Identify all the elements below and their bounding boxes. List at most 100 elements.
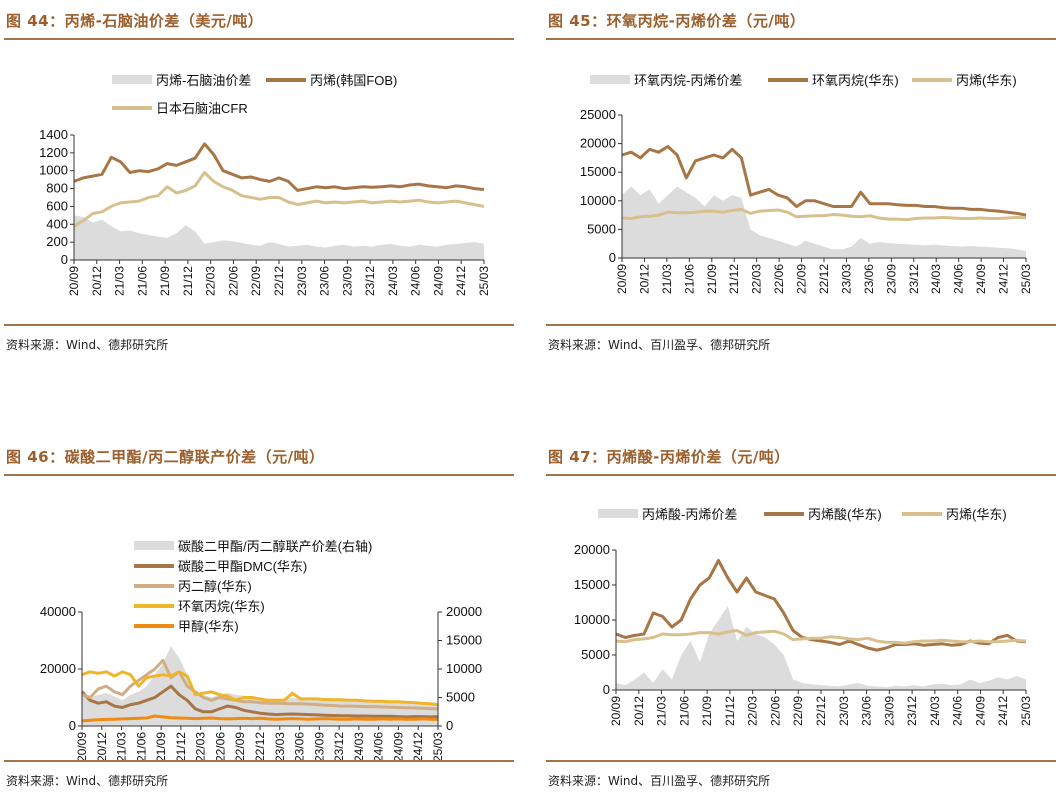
- series-line-2: [81, 658, 439, 711]
- title-rule: [546, 38, 1056, 40]
- x-tick-label: 24/03: [929, 264, 943, 294]
- x-tick-label: 23/09: [312, 732, 326, 762]
- x-tick-label: 22/12: [272, 266, 286, 296]
- x-tick-label: 21/03: [660, 264, 674, 294]
- x-tick-label: 23/03: [295, 266, 309, 296]
- x-tick-label: 22/09: [795, 264, 809, 294]
- x-tick-label: 20/09: [615, 264, 629, 294]
- x-tick-label: 25/03: [431, 732, 445, 762]
- x-tick-label: 24/09: [973, 696, 987, 726]
- chart-title: 图 46：碳酸二甲酯/丙二醇联产价差（元/吨）: [6, 448, 325, 466]
- title-rule: [4, 474, 514, 476]
- x-tick-label: 24/09: [974, 264, 988, 294]
- x-tick-label: 20/09: [75, 732, 89, 762]
- legend-label: 日本石脑油CFR: [156, 101, 248, 116]
- y-tick-label: 40000: [40, 604, 76, 619]
- y-tick-label: 15000: [580, 164, 616, 179]
- series-line-4: [81, 714, 439, 723]
- title-rule: [546, 474, 1056, 476]
- x-tick-label: 20/12: [637, 264, 651, 294]
- legend-label: 碳酸二甲酯DMC(华东): [178, 559, 307, 574]
- x-tick-label: 21/09: [705, 264, 719, 294]
- y-tick-label: 10000: [580, 193, 616, 208]
- y-tick-label-right: 20000: [446, 604, 482, 619]
- series-area-0: [616, 606, 1026, 690]
- x-tick-label: 23/09: [884, 264, 898, 294]
- source-rule: [4, 324, 514, 326]
- x-tick-label: 23/06: [318, 266, 332, 296]
- x-tick-label: 21/03: [655, 696, 669, 726]
- x-tick-label: 22/03: [204, 266, 218, 296]
- source-rule: [4, 760, 514, 762]
- series-line-3: [81, 670, 439, 707]
- chart-title: 图 45：环氧丙烷-丙烯价差（元/吨）: [548, 12, 806, 30]
- x-tick-label: 23/03: [273, 732, 287, 762]
- y-tick-label: 400: [46, 216, 68, 231]
- y-tick-label: 1000: [39, 163, 68, 178]
- x-tick-label: 25/03: [1019, 264, 1033, 294]
- y-tick-label: 10000: [574, 612, 610, 627]
- x-tick-label: 25/03: [477, 266, 491, 296]
- legend-label: 环氧丙烷-丙烯价差: [634, 73, 742, 88]
- x-tick-label: 24/06: [409, 266, 423, 296]
- y-tick-label-right: 5000: [446, 690, 475, 705]
- x-tick-label: 22/09: [233, 732, 247, 762]
- legend-label: 环氧丙烷(华东): [812, 73, 899, 88]
- chart-45-plot: 0 5000 10000 15000 20000 25000 20/09 20/12 21/03…: [580, 73, 1033, 294]
- x-tick-label: 21/03: [113, 266, 127, 296]
- y-tick-label: 1400: [39, 127, 68, 142]
- y-tick-label: 800: [46, 181, 68, 196]
- chart-panel-44: 图 44：丙烯-石脑油价差（美元/吨） 0 200 400 600 800 1000 120…: [4, 4, 514, 374]
- legend-label: 丙烯(华东): [946, 507, 1007, 522]
- legend-label: 环氧丙烷(华东): [178, 599, 265, 614]
- chart-44-plot: 0 200 400 600 800 1000 1200 1400 20/09 20/12 21/03…: [39, 73, 491, 296]
- y-tick-label: 0: [603, 682, 610, 697]
- x-tick-label: 24/09: [391, 732, 405, 762]
- series-line-1: [73, 142, 485, 192]
- chart-panel-46: 图 46：碳酸二甲酯/丙二醇联产价差（元/吨） 0 20000 40000 0 5000…: [4, 440, 514, 810]
- x-tick-label: 21/12: [181, 266, 195, 296]
- source-rule: [546, 324, 1056, 326]
- x-tick-label: 24/06: [952, 264, 966, 294]
- x-tick-label: 24/06: [372, 732, 386, 762]
- legend-swatch: [590, 75, 630, 84]
- x-tick-label: 20/12: [95, 732, 109, 762]
- x-tick-label: 23/09: [340, 266, 354, 296]
- x-tick-label: 24/12: [454, 266, 468, 296]
- y-tick-label: 0: [69, 718, 76, 733]
- legend-label: 丙烯-石脑油价差: [156, 73, 251, 88]
- x-tick-label: 21/06: [682, 264, 696, 294]
- x-tick-label: 22/03: [746, 696, 760, 726]
- y-tick-label: 200: [46, 234, 68, 249]
- x-tick-label: 23/03: [839, 264, 853, 294]
- series-line-1: [80, 684, 439, 719]
- chart-source: 资料来源：Wind、德邦研究所: [6, 774, 169, 788]
- y-tick-label: 0: [61, 252, 68, 267]
- x-tick-label: 22/06: [226, 266, 240, 296]
- x-tick-label: 20/12: [90, 266, 104, 296]
- x-tick-label: 21/09: [154, 732, 168, 762]
- source-rule: [546, 760, 1056, 762]
- x-tick-label: 20/09: [609, 696, 623, 726]
- y-tick-label: 20000: [40, 661, 76, 676]
- y-tick-label-right: 0: [446, 718, 453, 733]
- y-tick-label-right: 10000: [446, 661, 482, 676]
- y-tick-label: 0: [609, 250, 616, 265]
- series-line-1: [621, 145, 1027, 217]
- x-tick-label: 22/09: [791, 696, 805, 726]
- legend-label: 丙二醇(华东): [178, 579, 252, 594]
- series-line-2: [621, 207, 1027, 222]
- x-tick-label: 22/03: [750, 264, 764, 294]
- x-tick-label: 20/12: [632, 696, 646, 726]
- legend-swatch: [112, 75, 152, 84]
- y-tick-label: 15000: [574, 577, 610, 592]
- y-tick-label: 20000: [580, 136, 616, 151]
- legend-swatch: [598, 509, 638, 518]
- x-tick-label: 21/09: [158, 266, 172, 296]
- chart-panel-45: 图 45：环氧丙烷-丙烯价差（元/吨） 0 5000 10000 15000 20000…: [546, 4, 1056, 374]
- x-tick-label: 23/03: [837, 696, 851, 726]
- x-tick-label: 24/12: [996, 696, 1010, 726]
- x-tick-label: 24/12: [997, 264, 1011, 294]
- y-tick-label: 600: [46, 198, 68, 213]
- x-tick-label: 21/03: [115, 732, 129, 762]
